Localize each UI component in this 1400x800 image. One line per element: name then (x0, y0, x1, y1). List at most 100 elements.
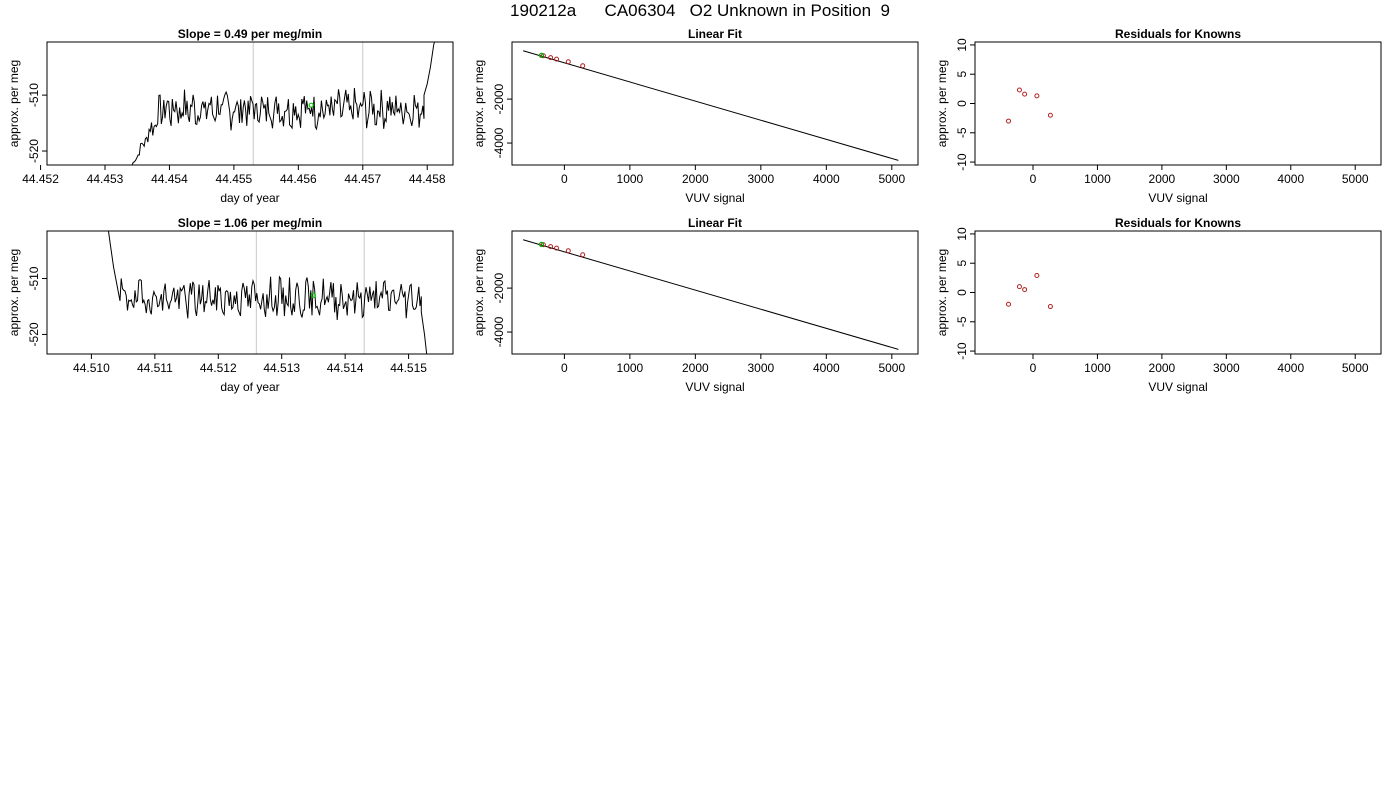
y-axis-label: approx. per meg (7, 60, 21, 147)
plot-frame (974, 230, 1382, 355)
x-tick-label: 3000 (1213, 361, 1240, 375)
x-tick-label: 44.456 (280, 172, 317, 186)
data-point (1006, 118, 1012, 124)
residuals-chart-2: Residuals for Knowns 0 1000 2000 3000 4000 500… (935, 216, 1382, 394)
x-tick-label: 0 (1030, 172, 1037, 186)
data-point (548, 244, 554, 250)
data-point (1006, 301, 1012, 307)
x-axis-label: VUV signal (1148, 380, 1207, 394)
plot-area (1006, 273, 1053, 310)
trace-line (107, 231, 428, 354)
plot-area (131, 42, 436, 165)
highlight-point (310, 292, 317, 298)
highlight-point (308, 102, 314, 108)
x-tick-label: 44.511 (137, 361, 173, 375)
data-point (1016, 284, 1022, 290)
x-tick-label: 0 (561, 172, 568, 186)
chart-title: Linear Fit (688, 216, 742, 230)
y-tick-label: -2000 (492, 83, 506, 114)
page-title: 190212a CA06304 O2 Unknown in Position 9 (510, 1, 890, 20)
chart-title: Slope = 0.49 per meg/min (178, 27, 322, 41)
linear-fit-chart-1: Linear Fit 0 1000 2000 3000 4000 5000 -2000 -400… (472, 27, 919, 205)
data-point (554, 245, 560, 251)
plot-area (1006, 87, 1053, 124)
highlight-point (538, 241, 545, 247)
x-tick-label: 44.453 (87, 172, 124, 186)
y-tick-label: -10 (955, 153, 969, 171)
fit-line (522, 50, 899, 161)
y-axis-label: approx. per meg (7, 249, 21, 336)
y-tick-label: 10 (955, 38, 969, 52)
data-point (548, 55, 554, 61)
x-tick-label: 44.455 (216, 172, 253, 186)
plot-frame (974, 41, 1382, 166)
x-tick-label: 3000 (747, 361, 774, 375)
x-tick-label: 0 (1030, 361, 1037, 375)
plot-area (522, 50, 899, 161)
data-point (554, 56, 560, 62)
plot-frame (511, 41, 919, 166)
data-point (1034, 273, 1040, 279)
x-tick-label: 5000 (1342, 361, 1369, 375)
y-tick-label: -5 (955, 316, 969, 327)
data-point (1047, 304, 1053, 310)
x-tick-label: 2000 (1149, 172, 1176, 186)
data-point (1022, 91, 1028, 97)
y-tick-label: -510 (27, 83, 41, 107)
x-tick-label: 44.458 (409, 172, 446, 186)
y-tick-label: 0 (955, 100, 969, 107)
x-tick-label: 44.514 (327, 361, 364, 375)
trace-chart-1: Slope = 0.49 per meg/min 44.452 44.453 44.4… (7, 27, 454, 205)
fit-line (522, 239, 899, 350)
y-tick-label: -2000 (492, 272, 506, 303)
data-point (565, 59, 571, 65)
data-point (580, 63, 586, 69)
x-tick-label: 4000 (813, 361, 840, 375)
y-axis-label: approx. per meg (935, 249, 949, 336)
x-tick-label: 0 (561, 361, 568, 375)
data-point (1016, 87, 1022, 93)
x-tick-label: 4000 (1277, 172, 1304, 186)
data-point (565, 248, 571, 254)
plot-frame (46, 41, 454, 166)
x-tick-label: 44.510 (73, 361, 110, 375)
y-tick-label: -10 (955, 342, 969, 360)
x-tick-label: 1000 (617, 361, 644, 375)
data-point (1022, 287, 1028, 293)
y-tick-label: -520 (27, 139, 41, 163)
x-tick-label: 44.452 (22, 172, 59, 186)
y-axis-label: approx. per meg (935, 60, 949, 147)
y-tick-label: 10 (955, 227, 969, 241)
trace-line (131, 42, 436, 165)
y-tick-label: -4000 (492, 316, 506, 347)
x-tick-label: 2000 (682, 361, 709, 375)
y-axis-label: approx. per meg (472, 249, 486, 336)
x-tick-label: 1000 (1084, 172, 1111, 186)
y-tick-label: -4000 (492, 127, 506, 158)
x-tick-label: 44.457 (344, 172, 381, 186)
x-tick-label: 3000 (1213, 172, 1240, 186)
data-point (1034, 93, 1040, 99)
chart-title: Residuals for Knowns (1115, 216, 1241, 230)
trace-chart-2: Slope = 1.06 per meg/min 44.510 44.511 44.5… (7, 216, 454, 394)
x-tick-label: 44.512 (200, 361, 237, 375)
x-axis-label: VUV signal (685, 380, 744, 394)
chart-title: Slope = 1.06 per meg/min (178, 216, 322, 230)
x-tick-label: 2000 (682, 172, 709, 186)
y-tick-label: 0 (955, 289, 969, 296)
x-tick-label: 1000 (1084, 361, 1111, 375)
x-axis-label: VUV signal (1148, 191, 1207, 205)
plot-frame (46, 230, 454, 355)
x-tick-label: 5000 (1342, 172, 1369, 186)
linear-fit-chart-2: Linear Fit 0 1000 2000 3000 4000 5000 -2000 -400… (472, 216, 919, 394)
residuals-chart-1: Residuals for Knowns 0 1000 2000 3000 4000 500… (935, 27, 1382, 205)
plot-frame (511, 230, 919, 355)
x-tick-label: 44.515 (390, 361, 427, 375)
y-tick-label: 5 (955, 71, 969, 78)
y-tick-label: -520 (27, 322, 41, 346)
y-axis-label: approx. per meg (472, 60, 486, 147)
data-point (1047, 112, 1053, 118)
x-tick-label: 44.513 (263, 361, 300, 375)
highlight-point (538, 52, 545, 58)
plot-area (522, 239, 899, 350)
